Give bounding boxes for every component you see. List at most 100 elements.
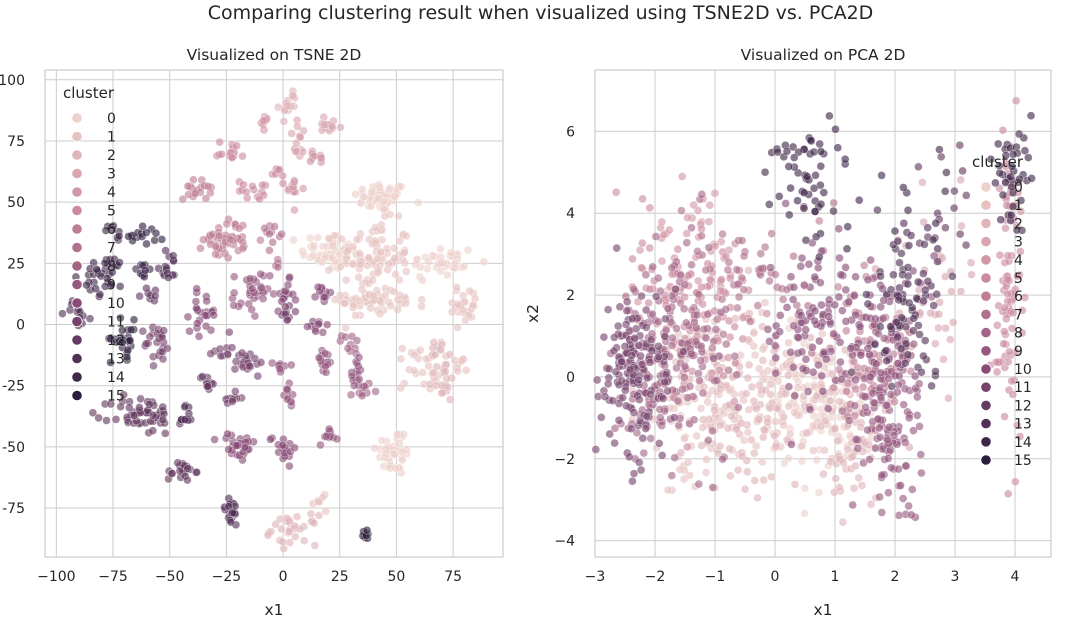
scatter-point — [265, 271, 275, 281]
scatter-point — [638, 238, 647, 248]
scatter-point — [904, 501, 913, 511]
scatter-point — [887, 382, 897, 391]
scatter-point — [599, 332, 609, 342]
scatter-point — [324, 265, 333, 275]
scatter-point — [203, 182, 213, 191]
scatter-point — [894, 464, 903, 474]
scatter-point — [306, 157, 315, 166]
scatter-point — [923, 277, 933, 286]
x-tick-label: −3 — [585, 569, 606, 585]
scatter-point — [704, 436, 713, 445]
scatter-point — [875, 432, 885, 442]
scatter-point — [759, 425, 769, 434]
scatter-point — [897, 249, 906, 258]
legend-marker — [71, 149, 83, 161]
legend-title: cluster — [972, 153, 1024, 171]
scatter-point — [306, 233, 315, 243]
scatter-point — [1000, 327, 1009, 336]
scatter-point — [763, 325, 773, 334]
scatter-point — [1016, 207, 1026, 216]
scatter-point — [191, 297, 201, 306]
scatter-point — [183, 475, 192, 485]
scatter-point — [842, 387, 851, 396]
scatter-point — [418, 276, 427, 285]
legend-label: 14 — [1014, 435, 1032, 451]
scatter-point — [322, 432, 331, 441]
scatter-point — [733, 303, 742, 313]
scatter-point — [903, 279, 913, 289]
scatter-point — [101, 226, 111, 235]
scatter-point — [58, 309, 67, 318]
scatter-point — [967, 270, 976, 279]
scatter-point — [750, 350, 760, 360]
scatter-point — [341, 323, 350, 333]
scatter-point — [836, 357, 845, 367]
scatter-point — [784, 162, 794, 171]
scatter-point — [701, 468, 711, 477]
scatter-point — [993, 321, 1002, 330]
scatter-point — [835, 338, 845, 347]
scatter-point — [634, 341, 644, 350]
scatter-point — [303, 322, 312, 331]
scatter-point — [933, 257, 942, 266]
x-tick-label: 0 — [279, 569, 288, 585]
scatter-point — [618, 393, 627, 402]
scatter-point — [789, 153, 799, 162]
y-tick-label: 0 — [566, 370, 575, 386]
scatter-point — [858, 382, 868, 392]
scatter-point — [851, 272, 860, 282]
scatter-point — [416, 345, 425, 355]
scatter-point — [826, 396, 835, 405]
scatter-point — [833, 436, 842, 446]
scatter-point — [914, 379, 924, 388]
legend-marker — [71, 334, 83, 346]
scatter-point — [836, 270, 846, 279]
scatter-point — [670, 413, 679, 422]
scatter-point — [908, 485, 917, 494]
scatter-point — [771, 353, 780, 363]
scatter-point — [689, 415, 699, 425]
scatter-point — [747, 435, 756, 445]
scatter-point — [266, 435, 275, 444]
scatter-point — [283, 101, 293, 110]
scatter-point — [991, 178, 1000, 188]
scatter-point — [701, 265, 711, 275]
scatter-point — [663, 386, 672, 396]
scatter-point — [714, 413, 723, 422]
scatter-point — [708, 426, 717, 436]
scatter-point — [786, 183, 795, 193]
scatter-point — [291, 532, 300, 541]
scatter-point — [877, 171, 886, 180]
legend-label: 0 — [1014, 180, 1023, 196]
scatter-point — [726, 471, 735, 481]
scatter-point — [830, 300, 840, 310]
scatter-point — [682, 318, 691, 328]
scatter-point — [958, 166, 967, 176]
scatter-point — [904, 298, 914, 308]
scatter-point — [628, 476, 637, 486]
scatter-point — [829, 488, 839, 497]
scatter-point — [679, 474, 689, 484]
scatter-point — [256, 358, 266, 367]
scatter-point — [671, 284, 680, 294]
scatter-point — [265, 229, 274, 239]
legend-label: 11 — [1014, 380, 1032, 396]
scatter-point — [767, 472, 776, 482]
scatter-point — [229, 288, 239, 298]
scatter-point — [730, 397, 739, 406]
scatter-point — [759, 475, 768, 485]
legend-marker — [71, 186, 83, 198]
scatter-point — [834, 292, 844, 302]
scatter-point — [468, 300, 478, 310]
x-tick-label: 4 — [1011, 569, 1020, 585]
scatter-point — [1011, 96, 1021, 106]
scatter-point — [850, 401, 860, 410]
scatter-point — [796, 311, 806, 320]
scatter-point — [717, 275, 726, 284]
scatter-point — [1027, 174, 1036, 183]
scatter-point — [672, 324, 681, 333]
scatter-point — [871, 359, 881, 368]
legend-label: 10 — [1014, 362, 1032, 378]
scatter-point — [285, 272, 294, 282]
scatter-point — [819, 188, 829, 197]
